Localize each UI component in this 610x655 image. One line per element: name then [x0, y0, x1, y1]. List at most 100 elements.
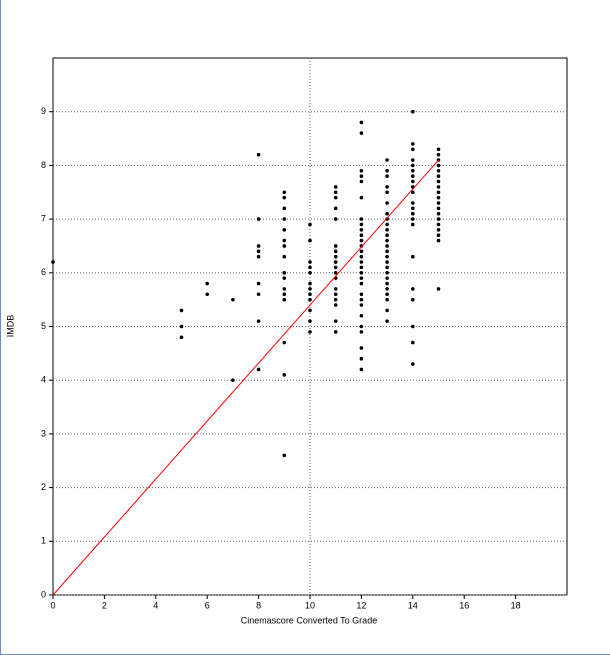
- point: [333, 217, 338, 221]
- point: [385, 211, 389, 216]
- point: [385, 281, 389, 286]
- point: [385, 238, 389, 243]
- point: [436, 179, 441, 184]
- point: [231, 378, 235, 383]
- point: [205, 292, 209, 297]
- point: [359, 217, 364, 221]
- point: [359, 195, 364, 200]
- point: [308, 265, 312, 270]
- point: [282, 195, 287, 200]
- point: [436, 211, 441, 216]
- point: [385, 228, 389, 232]
- point: [256, 319, 261, 323]
- trend-line: [52, 159, 439, 596]
- y-axis-label: IMDB: [5, 315, 15, 338]
- point: [411, 217, 415, 221]
- point: [385, 174, 389, 178]
- point: [333, 330, 338, 334]
- point: [51, 260, 55, 264]
- point: [411, 158, 415, 162]
- point: [333, 260, 338, 264]
- y-tick-label: 7: [41, 213, 46, 223]
- point: [411, 163, 415, 168]
- point: [308, 238, 312, 243]
- point: [359, 276, 364, 280]
- point: [436, 287, 441, 291]
- point: [411, 324, 415, 329]
- point: [282, 244, 287, 248]
- point: [385, 287, 389, 291]
- point: [308, 287, 312, 291]
- y-tick-label: 2: [41, 482, 46, 492]
- point: [282, 206, 287, 211]
- point: [333, 244, 338, 248]
- point: [385, 158, 389, 162]
- point: [282, 228, 287, 232]
- point: [411, 190, 415, 195]
- point: [231, 297, 235, 302]
- point: [359, 233, 364, 238]
- point: [411, 211, 415, 216]
- point: [256, 254, 261, 259]
- point: [333, 292, 338, 297]
- point: [385, 308, 389, 313]
- point: [179, 335, 184, 340]
- x-tick-label: 0: [50, 600, 55, 610]
- point: [333, 319, 338, 323]
- point: [308, 260, 312, 264]
- point: [436, 195, 441, 200]
- point: [359, 356, 364, 361]
- point: [436, 190, 441, 195]
- point: [436, 233, 441, 238]
- point: [282, 292, 287, 297]
- point: [385, 249, 389, 254]
- point: [308, 271, 312, 275]
- point: [359, 260, 364, 264]
- y-tick-label: 6: [41, 267, 46, 277]
- point: [436, 222, 441, 227]
- point: [282, 254, 287, 259]
- point: [308, 330, 312, 334]
- point: [282, 238, 287, 243]
- point: [282, 297, 287, 302]
- point: [282, 217, 287, 221]
- point: [385, 222, 389, 227]
- point: [436, 147, 441, 152]
- x-tick-label: 10: [305, 600, 315, 610]
- point: [359, 297, 364, 302]
- point: [359, 303, 364, 307]
- point: [385, 217, 389, 221]
- point: [333, 190, 338, 195]
- point: [282, 287, 287, 291]
- y-tick-label: 8: [41, 160, 46, 170]
- point: [411, 201, 415, 205]
- point: [333, 254, 338, 259]
- point: [385, 254, 389, 259]
- point: [179, 324, 184, 329]
- point: [411, 147, 415, 152]
- point: [282, 373, 287, 377]
- point: [333, 206, 338, 211]
- point: [436, 174, 441, 178]
- point: [359, 238, 364, 243]
- point: [359, 346, 364, 350]
- point: [359, 281, 364, 286]
- y-tick-label: 0: [41, 589, 46, 599]
- y-tick-label: 5: [41, 321, 46, 331]
- point: [333, 287, 338, 291]
- point: [385, 233, 389, 238]
- point: [308, 319, 312, 323]
- point: [411, 179, 415, 184]
- point: [256, 281, 261, 286]
- point: [411, 109, 415, 114]
- point: [359, 254, 364, 259]
- y-tick-label: 1: [41, 536, 46, 546]
- point: [333, 249, 338, 254]
- point: [308, 308, 312, 313]
- x-tick-label: 14: [408, 600, 418, 610]
- point: [411, 340, 415, 345]
- point: [359, 168, 364, 173]
- point: [359, 131, 364, 135]
- point: [436, 163, 441, 168]
